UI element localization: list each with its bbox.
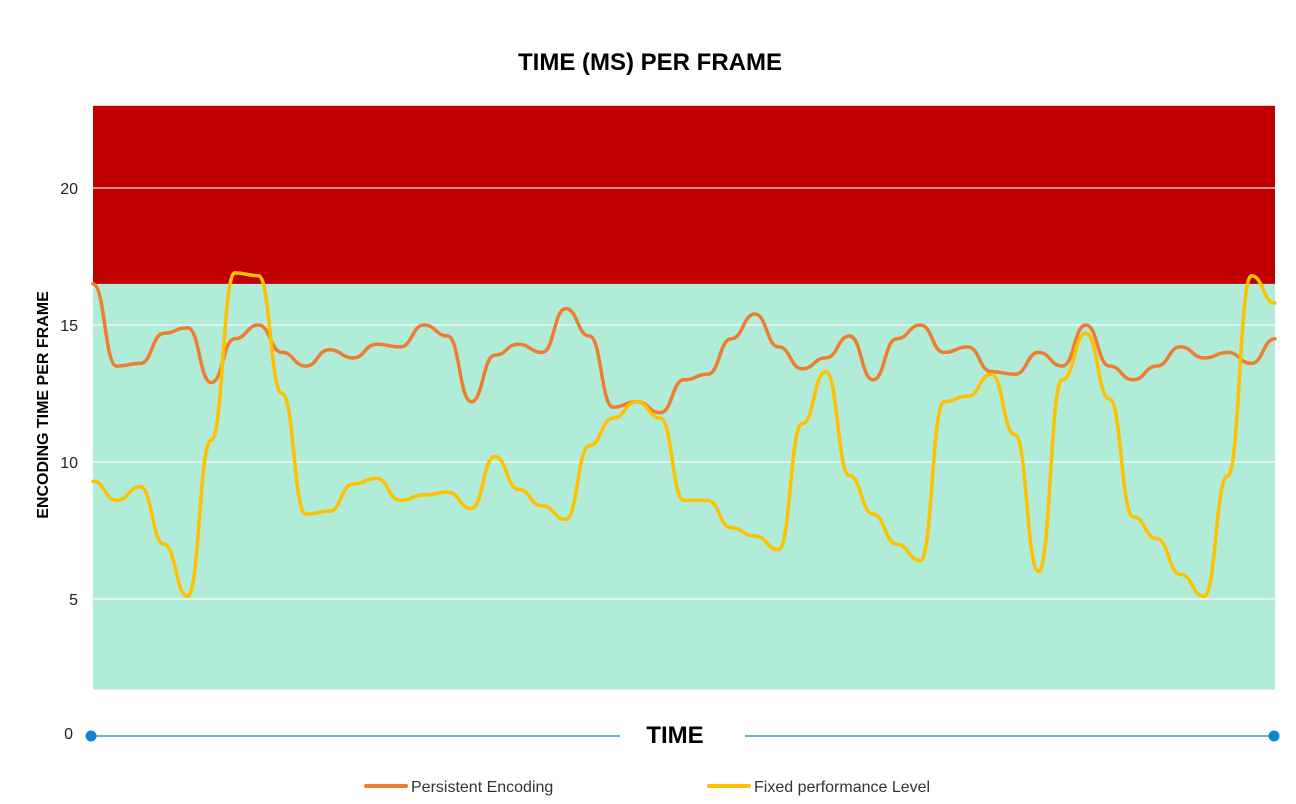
x-axis-label: TIME	[646, 722, 703, 749]
gridlines	[93, 187, 1275, 600]
y-tick-label: 5	[69, 592, 78, 609]
y-axis-ticks: 5 10 15 20	[60, 181, 78, 609]
zone-band-1	[93, 105, 1275, 284]
legend-item-1: Fixed performance Level	[707, 779, 930, 796]
series-lines	[91, 271, 1277, 599]
chart-title: TIME (MS) PER FRAME	[518, 49, 782, 76]
y-tick-label: 15	[60, 318, 78, 335]
plot-background	[93, 105, 1275, 690]
legend-label: Fixed performance Level	[754, 779, 930, 796]
time-axis-zero-label: 0	[64, 726, 73, 743]
zone-band-0	[93, 283, 1275, 690]
legend-item-0: Persistent Encoding	[364, 779, 553, 796]
time-axis-start-handle[interactable]	[85, 730, 97, 742]
y-tick-label: 10	[60, 455, 78, 472]
legend-label: Persistent Encoding	[411, 779, 553, 796]
series-line-1	[91, 271, 1277, 599]
time-axis-end-handle[interactable]	[1268, 730, 1280, 742]
y-axis-label: ENCODING TIME PER FRAME	[35, 291, 52, 519]
legend: Persistent Encoding Fixed performance Lev…	[364, 779, 930, 796]
series-line-0	[91, 282, 1277, 415]
y-tick-label: 20	[60, 181, 78, 198]
time-axis: 0 TIME	[64, 722, 1280, 749]
